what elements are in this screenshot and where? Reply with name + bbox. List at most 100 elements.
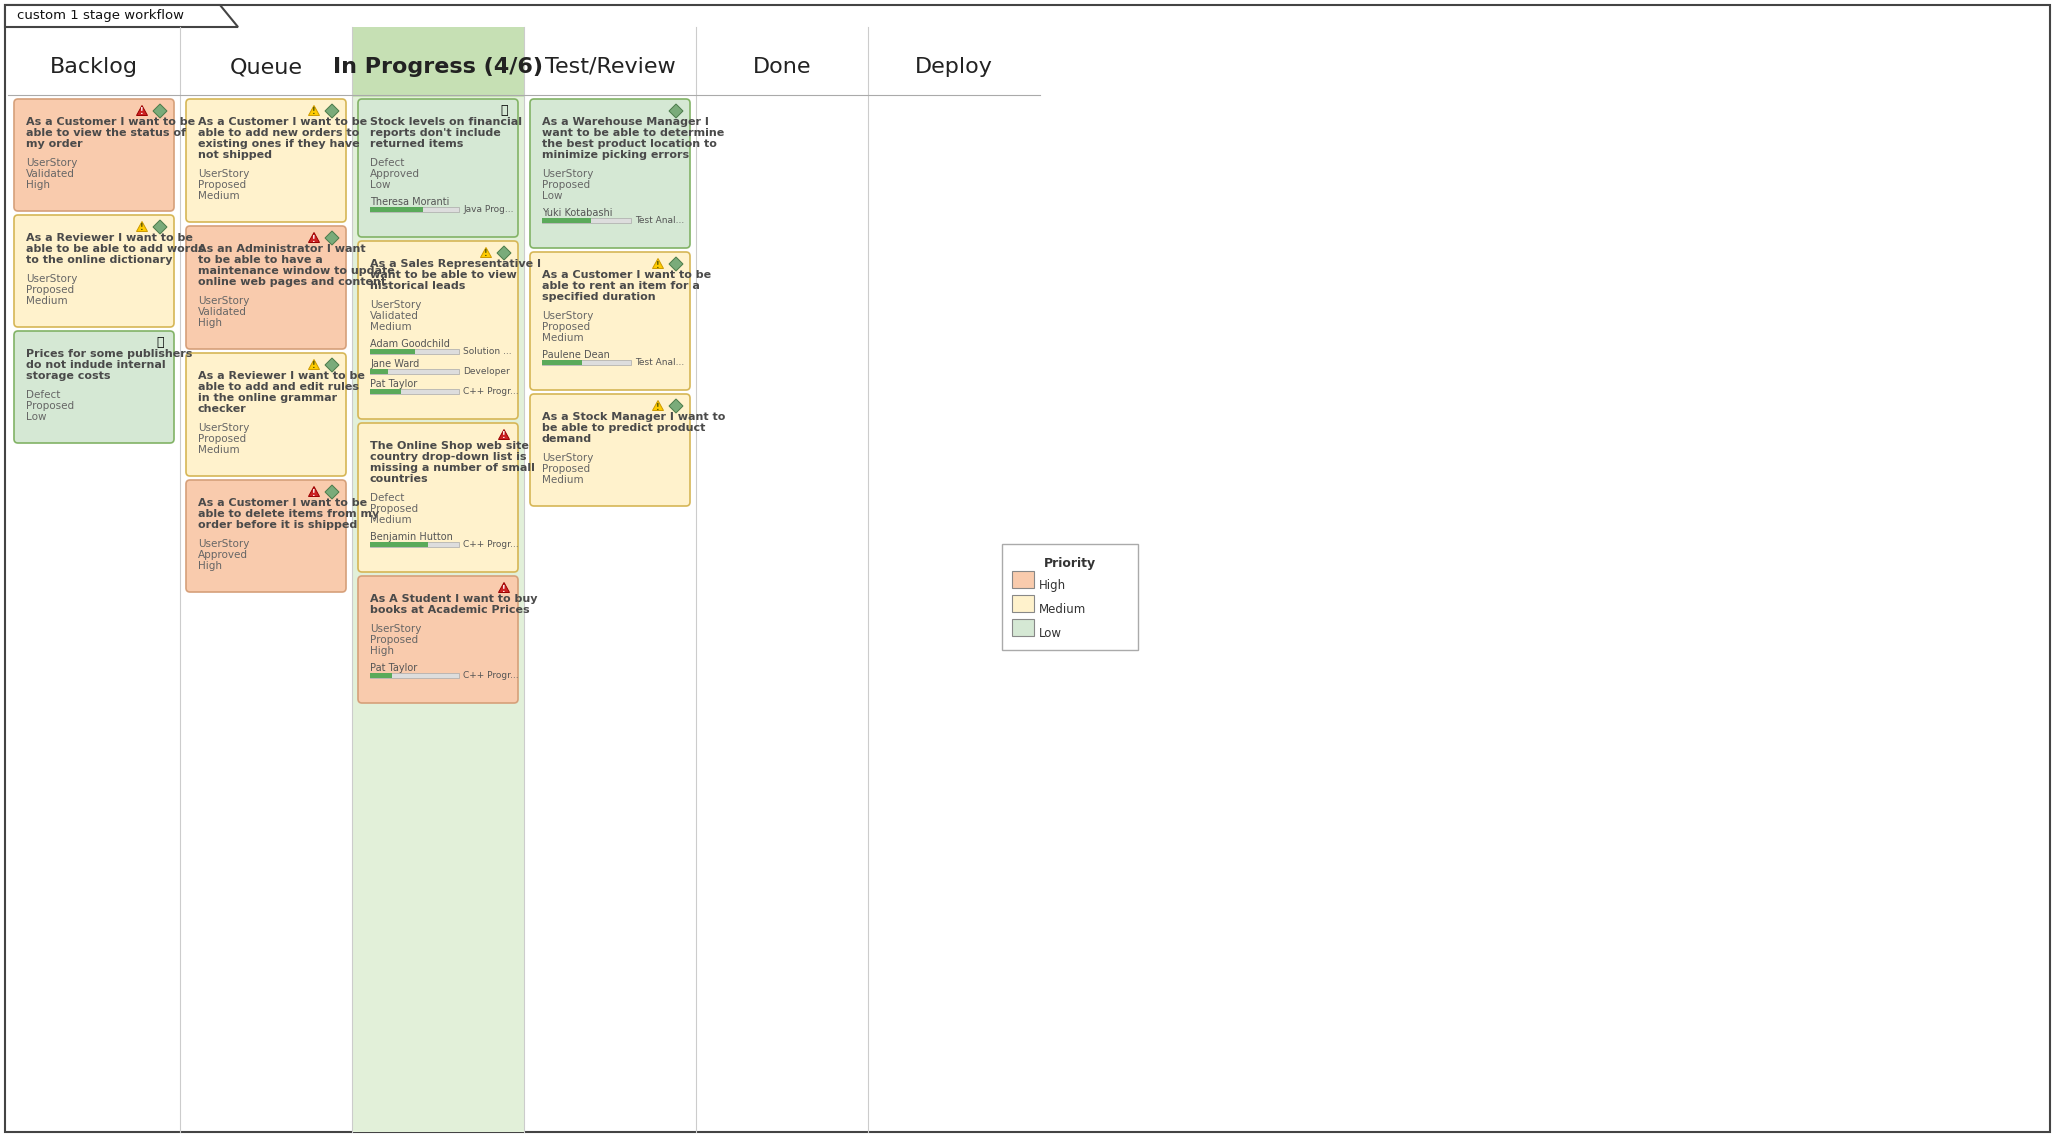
Text: !: ! (501, 432, 506, 440)
Text: UserStory: UserStory (543, 453, 594, 463)
Text: Priority: Priority (1044, 557, 1095, 570)
Text: books at Academic Prices: books at Academic Prices (370, 605, 530, 615)
Text: Yuki Kotabashi: Yuki Kotabashi (543, 208, 612, 218)
Text: Theresa Moranti: Theresa Moranti (370, 197, 450, 207)
Text: Paulene Dean: Paulene Dean (543, 350, 610, 360)
FancyBboxPatch shape (1011, 595, 1034, 612)
FancyBboxPatch shape (370, 207, 458, 211)
Text: As a Customer I want to be: As a Customer I want to be (197, 498, 368, 508)
Text: able to rent an item for a: able to rent an item for a (543, 281, 701, 291)
FancyBboxPatch shape (187, 480, 345, 592)
Text: High: High (197, 318, 222, 327)
Text: Developer: Developer (462, 367, 510, 376)
Text: maintenance window to update: maintenance window to update (197, 266, 395, 276)
Text: specified duration: specified duration (543, 292, 656, 302)
Polygon shape (481, 248, 491, 257)
Text: UserStory: UserStory (543, 169, 594, 179)
Text: able to add new orders to: able to add new orders to (197, 128, 360, 138)
Text: Proposed: Proposed (370, 634, 417, 645)
Text: Medium: Medium (543, 333, 584, 343)
FancyBboxPatch shape (358, 423, 518, 572)
Text: Medium: Medium (1040, 603, 1087, 616)
FancyBboxPatch shape (4, 5, 2051, 1132)
Text: !: ! (312, 362, 316, 371)
Text: !: ! (485, 249, 487, 258)
Text: Solution ...: Solution ... (462, 347, 512, 356)
Text: 🐞: 🐞 (156, 337, 164, 349)
Text: As an Administrator I want: As an Administrator I want (197, 244, 366, 254)
Text: Medium: Medium (543, 475, 584, 485)
Text: !: ! (656, 402, 660, 412)
Text: Proposed: Proposed (197, 180, 247, 190)
Polygon shape (325, 231, 339, 244)
Text: demand: demand (543, 434, 592, 445)
Text: my order: my order (27, 139, 82, 149)
Text: In Progress (4/6): In Progress (4/6) (333, 57, 543, 77)
FancyBboxPatch shape (370, 673, 458, 678)
Text: the best product location to: the best product location to (543, 139, 717, 149)
Text: Medium: Medium (370, 322, 411, 332)
FancyBboxPatch shape (370, 542, 458, 547)
Text: High: High (370, 646, 395, 656)
Text: online web pages and content: online web pages and content (197, 277, 386, 287)
Text: Approved: Approved (197, 550, 249, 561)
FancyBboxPatch shape (351, 27, 524, 97)
Text: Proposed: Proposed (27, 285, 74, 294)
Text: Pat Taylor: Pat Taylor (370, 379, 417, 389)
Text: to be able to have a: to be able to have a (197, 255, 323, 265)
FancyBboxPatch shape (187, 226, 345, 349)
Text: Low: Low (1040, 626, 1062, 640)
FancyBboxPatch shape (530, 395, 690, 506)
FancyBboxPatch shape (370, 207, 423, 211)
Polygon shape (136, 106, 148, 116)
Text: Deploy: Deploy (914, 57, 993, 77)
Text: Prices for some publishers: Prices for some publishers (27, 349, 193, 359)
Text: Proposed: Proposed (370, 504, 417, 514)
Text: want to be able to view: want to be able to view (370, 269, 516, 280)
Text: !: ! (312, 234, 316, 243)
Text: !: ! (656, 260, 660, 269)
Text: Benjamin Hutton: Benjamin Hutton (370, 532, 452, 542)
Text: UserStory: UserStory (27, 158, 78, 168)
FancyBboxPatch shape (530, 252, 690, 390)
Text: Pat Taylor: Pat Taylor (370, 663, 417, 673)
FancyBboxPatch shape (370, 349, 415, 354)
FancyBboxPatch shape (543, 360, 582, 365)
Text: Medium: Medium (197, 445, 240, 455)
FancyBboxPatch shape (1011, 571, 1034, 588)
Text: As a Warehouse Manager I: As a Warehouse Manager I (543, 117, 709, 127)
Text: Proposed: Proposed (543, 464, 590, 474)
Text: checker: checker (197, 404, 247, 414)
Text: do not indude internal: do not indude internal (27, 360, 166, 370)
FancyBboxPatch shape (1003, 543, 1138, 650)
FancyBboxPatch shape (370, 389, 458, 395)
Text: Jane Ward: Jane Ward (370, 359, 419, 370)
Text: Validated: Validated (27, 169, 74, 179)
Text: As a Customer I want to be: As a Customer I want to be (197, 117, 368, 127)
Text: to the online dictionary: to the online dictionary (27, 255, 173, 265)
Text: custom 1 stage workflow: custom 1 stage workflow (16, 9, 185, 23)
FancyBboxPatch shape (358, 99, 518, 236)
FancyBboxPatch shape (187, 99, 345, 222)
Text: want to be able to determine: want to be able to determine (543, 128, 723, 138)
Text: able to add and edit rules: able to add and edit rules (197, 382, 360, 392)
Text: in the online grammar: in the online grammar (197, 393, 337, 402)
FancyBboxPatch shape (358, 576, 518, 703)
Polygon shape (499, 582, 510, 592)
Text: Java Prog...: Java Prog... (462, 205, 514, 214)
Text: Medium: Medium (27, 296, 68, 306)
Text: be able to predict product: be able to predict product (543, 423, 705, 433)
Text: Low: Low (543, 191, 563, 201)
FancyBboxPatch shape (14, 215, 175, 327)
Polygon shape (499, 430, 510, 440)
Polygon shape (325, 103, 339, 118)
Text: Stock levels on financial: Stock levels on financial (370, 117, 522, 127)
Text: Validated: Validated (197, 307, 247, 317)
FancyBboxPatch shape (14, 99, 175, 211)
Text: Test/Review: Test/Review (545, 57, 676, 77)
Text: Adam Goodchild: Adam Goodchild (370, 339, 450, 349)
Text: !: ! (140, 108, 144, 116)
Text: High: High (27, 180, 49, 190)
Text: able to be able to add words: able to be able to add words (27, 244, 206, 254)
FancyBboxPatch shape (370, 542, 427, 547)
